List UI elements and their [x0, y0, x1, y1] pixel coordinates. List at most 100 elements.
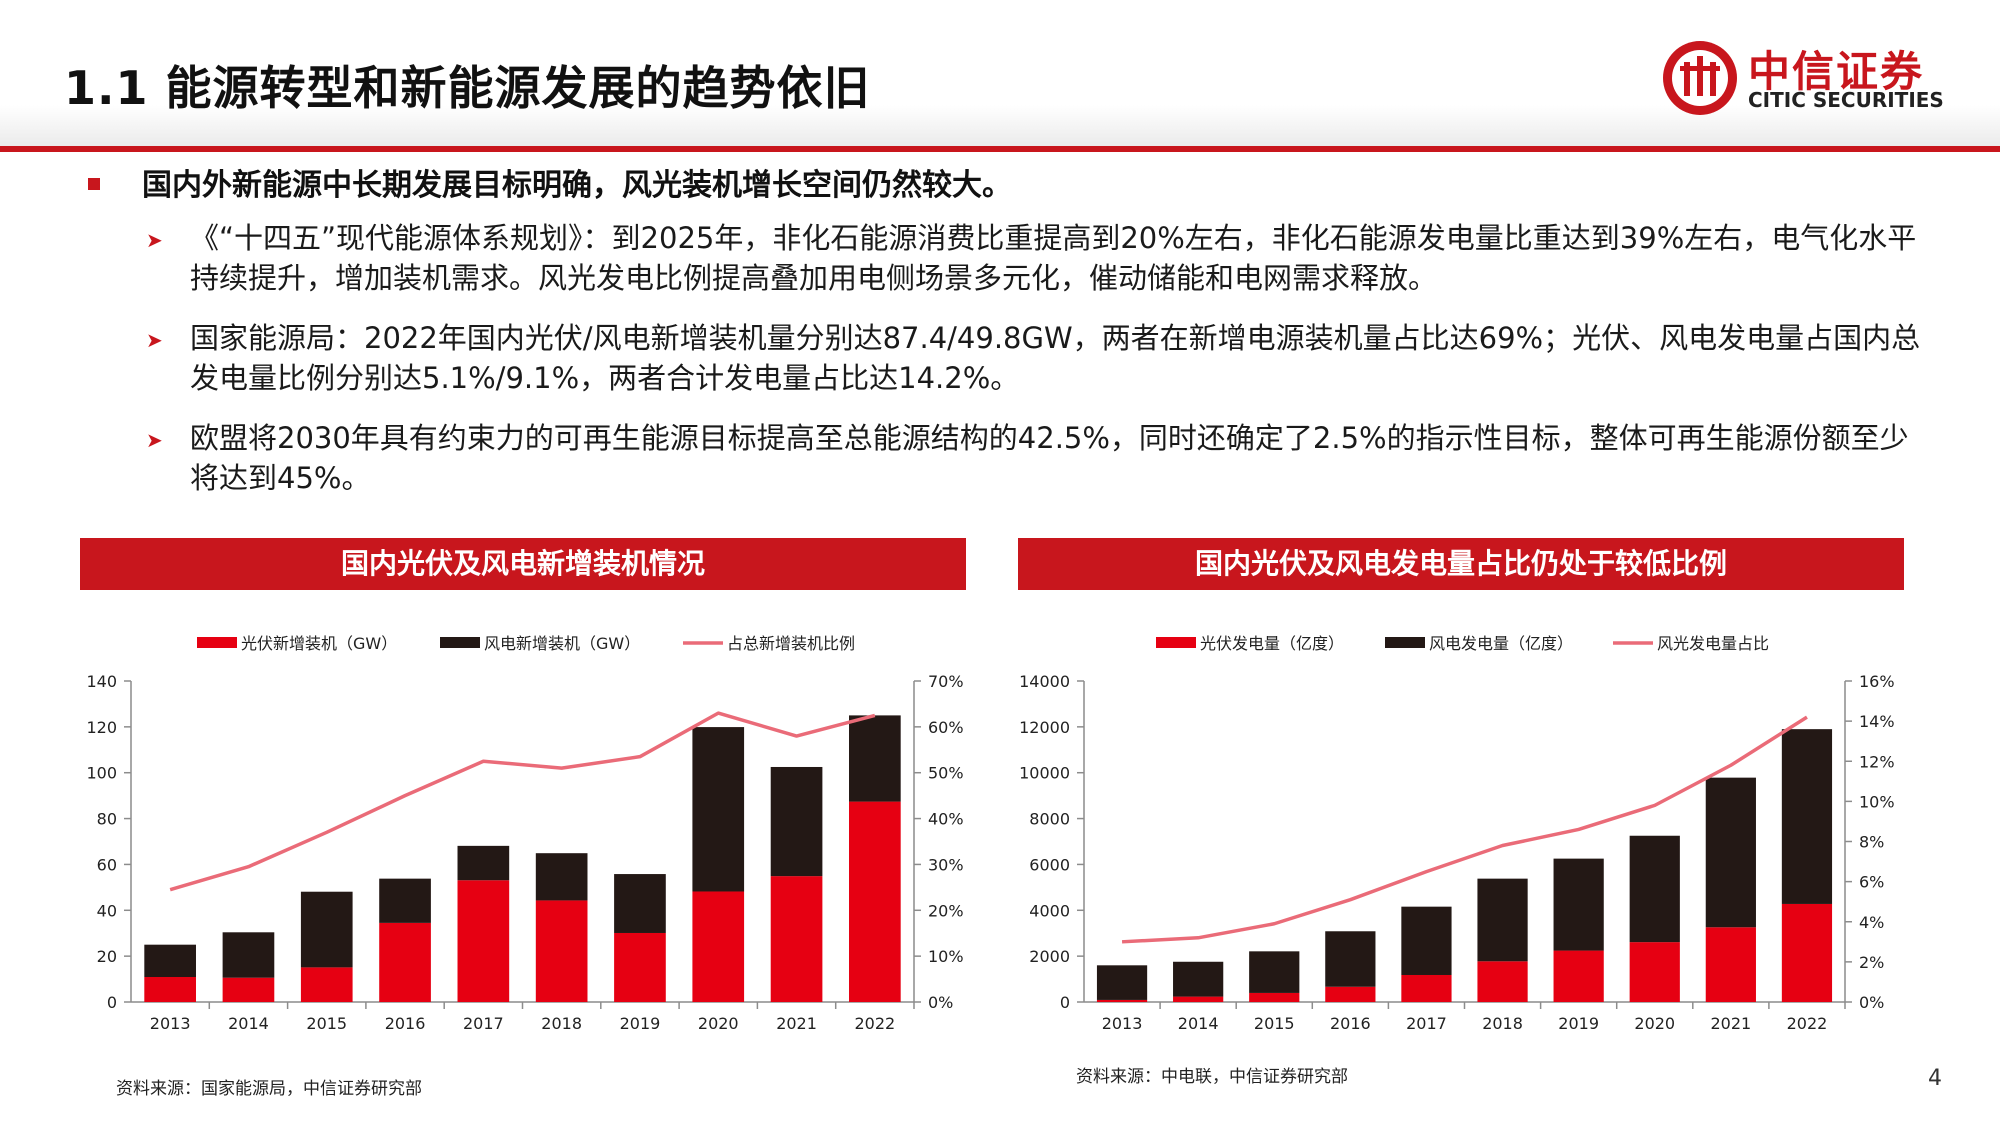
y-tick-label: 140	[86, 672, 117, 691]
bar-wind-2014	[222, 932, 275, 978]
x-tick-label: 2017	[1406, 1014, 1447, 1033]
legend-swatch	[1385, 637, 1425, 648]
sub-bullet-text: 国家能源局：2022年国内光伏/风电新增装机量分别达87.4/49.8GW，两者…	[190, 321, 1921, 395]
main-bullet: 国内外新能源中长期发展目标明确，风光装机增长空间仍然较大。	[88, 160, 1012, 204]
citic-logo: 中信证券 CITIC SECURITIES	[1660, 36, 1944, 120]
page-number: 4	[1928, 1066, 1942, 1091]
y-tick-label: 0	[1060, 993, 1070, 1012]
y-tick-label: 0	[107, 993, 117, 1012]
x-tick-label: 2022	[1787, 1014, 1828, 1033]
arrow-bullet-icon: ➤	[146, 228, 163, 252]
bar-solar-2017	[1401, 974, 1452, 1002]
bar-wind-2018	[1477, 878, 1528, 962]
logo-text-en: CITIC SECURITIES	[1748, 88, 1944, 112]
bar-wind-2021	[1705, 777, 1756, 928]
x-tick-label: 2017	[463, 1014, 504, 1033]
page-title: 1.1 能源转型和新能源发展的趋势依旧	[64, 61, 871, 115]
y-tick-label: 80	[97, 810, 117, 829]
x-tick-label: 2013	[1102, 1014, 1143, 1033]
chart-title-left: 国内光伏及风电新增装机情况	[80, 538, 966, 590]
legend-label: 光伏新增装机（GW）	[241, 634, 397, 653]
chart-left: 0 20 40 60 80 100 120 140 0% 10% 20% 30% 40% 50% 60% 70…	[86, 634, 964, 1033]
y-tick-label: 14000	[1019, 672, 1070, 691]
y2-tick-label: 0%	[928, 993, 953, 1012]
y2-tick-label: 8%	[1859, 833, 1884, 852]
legend-label: 风光发电量占比	[1657, 634, 1769, 653]
bar-solar-2020	[692, 891, 745, 1002]
bar-wind-2019	[614, 874, 666, 933]
bar-solar-2022	[1781, 903, 1833, 1002]
bar-solar-2019	[614, 932, 666, 1002]
y-tick-label: 100	[86, 764, 117, 783]
bar-wind-2017	[457, 845, 510, 881]
citic-emblem-icon	[1663, 41, 1737, 115]
bar-solar-2016	[1325, 986, 1376, 1002]
y2-tick-label: 20%	[928, 901, 964, 920]
header-rule	[0, 146, 2000, 152]
x-tick-label: 2016	[1330, 1014, 1371, 1033]
x-tick-label: 2021	[1710, 1014, 1751, 1033]
x-tick-label: 2014	[1178, 1014, 1219, 1033]
x-tick-label: 2021	[776, 1014, 817, 1033]
legend-label: 风电新增装机（GW）	[484, 634, 640, 653]
arrow-bullet-icon: ➤	[146, 428, 163, 452]
square-bullet-icon	[88, 177, 100, 190]
y2-tick-label: 50%	[928, 764, 964, 783]
source-left: 资料来源：国家能源局，中信证券研究部	[116, 1079, 422, 1099]
x-tick-label: 2018	[541, 1014, 582, 1033]
legend-swatch	[197, 637, 237, 648]
y2-tick-label: 30%	[928, 855, 964, 874]
y2-tick-label: 16%	[1859, 672, 1895, 691]
bar-wind-2014	[1173, 961, 1224, 997]
bar-wind-2015	[1249, 951, 1300, 993]
y2-tick-label: 2%	[1859, 953, 1884, 972]
bar-solar-2014	[1173, 996, 1224, 1002]
legend-label: 占总新增装机比例	[727, 634, 855, 653]
bar-wind-2016	[1325, 931, 1376, 987]
legend-label: 光伏发电量（亿度）	[1200, 634, 1344, 653]
bar-solar-2018	[535, 900, 588, 1002]
bar-wind-2019	[1553, 858, 1604, 951]
bar-wind-2013	[1096, 965, 1148, 1000]
bar-wind-2015	[300, 891, 353, 968]
bar-wind-2013	[144, 944, 196, 978]
x-tick-label: 2022	[854, 1014, 895, 1033]
y2-tick-label: 10%	[1859, 792, 1895, 811]
legend-swatch	[440, 637, 480, 648]
y2-tick-label: 60%	[928, 718, 964, 737]
sub-bullet-text: 欧盟将2030年具有约束力的可再生能源目标提高至总能源结构的42.5%，同时还确…	[190, 421, 1909, 495]
arrow-bullet-icon: ➤	[146, 328, 163, 352]
bar-solar-2019	[1553, 950, 1604, 1002]
y-tick-label: 6000	[1029, 855, 1070, 874]
y2-tick-label: 14%	[1859, 712, 1895, 731]
sub-bullet: ➤ 《“十四五”现代能源体系规划》：到2025年，非化石能源消费比重提高到20%…	[146, 218, 1926, 298]
legend-label: 风电发电量（亿度）	[1429, 634, 1573, 653]
y-tick-label: 60	[97, 855, 117, 874]
x-tick-label: 2019	[620, 1014, 661, 1033]
bar-solar-2014	[222, 977, 275, 1002]
y-tick-label: 8000	[1029, 810, 1070, 829]
source-right: 资料来源：中电联，中信证券研究部	[1076, 1067, 1348, 1087]
y2-tick-label: 40%	[928, 810, 964, 829]
x-tick-label: 2016	[385, 1014, 426, 1033]
logo-text-cn: 中信证券	[1748, 47, 1925, 96]
y-tick-label: 40	[97, 901, 117, 920]
legend-swatch	[1156, 637, 1196, 648]
sub-bullet-text: 《“十四五”现代能源体系规划》：到2025年，非化石能源消费比重提高到20%左右…	[190, 221, 1917, 295]
y2-tick-label: 6%	[1859, 873, 1884, 892]
bar-solar-2022	[849, 801, 901, 1002]
x-tick-label: 2015	[1254, 1014, 1295, 1033]
y2-tick-label: 0%	[1859, 993, 1884, 1012]
y2-tick-label: 10%	[928, 947, 964, 966]
y2-tick-label: 70%	[928, 672, 964, 691]
bar-wind-2021	[770, 766, 823, 877]
x-tick-label: 2020	[698, 1014, 739, 1033]
bar-solar-2013	[1096, 999, 1148, 1002]
bar-solar-2015	[300, 967, 353, 1002]
bar-solar-2015	[1249, 992, 1300, 1002]
y-tick-label: 4000	[1029, 901, 1070, 920]
bar-solar-2017	[457, 880, 510, 1002]
series-line-ratio	[1121, 715, 1808, 944]
y2-tick-label: 4%	[1859, 913, 1884, 932]
y-tick-label: 12000	[1019, 718, 1070, 737]
